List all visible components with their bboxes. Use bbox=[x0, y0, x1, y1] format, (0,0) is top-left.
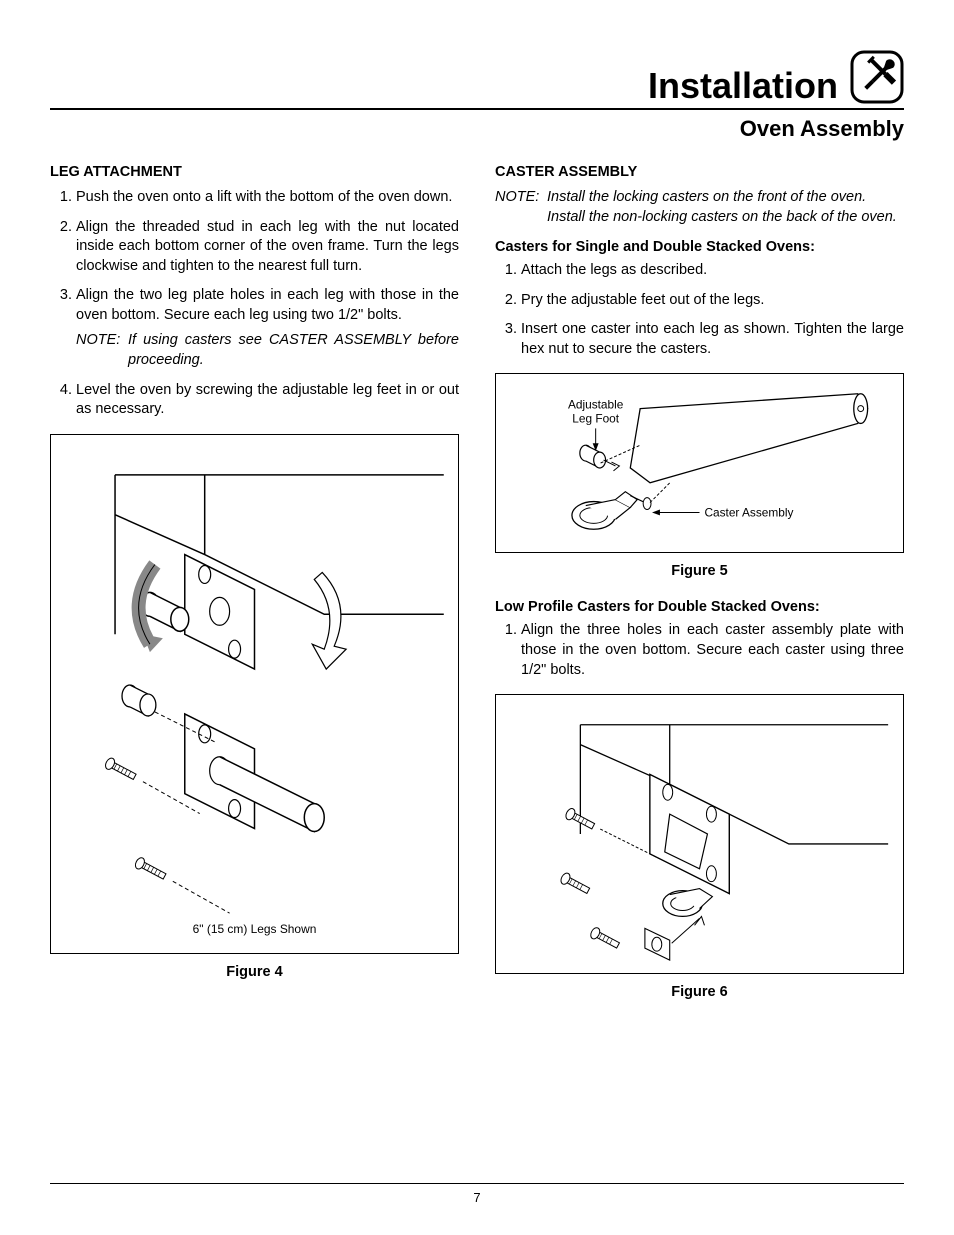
step-item: Push the oven onto a lift with the botto… bbox=[76, 188, 459, 208]
step-item: Align the threaded stud in each leg with… bbox=[76, 218, 459, 277]
low-profile-heading: Low Profile Casters for Double Stacked O… bbox=[495, 599, 904, 615]
fig4-legs-label: 6" (15 cm) Legs Shown bbox=[193, 922, 317, 936]
note-label: NOTE: bbox=[495, 188, 547, 227]
section-subtitle: Oven Assembly bbox=[50, 116, 904, 142]
two-column-layout: LEG ATTACHMENT Push the oven onto a lift… bbox=[50, 164, 904, 1000]
bolt-icon bbox=[104, 756, 138, 782]
leg-attachment-heading: LEG ATTACHMENT bbox=[50, 164, 459, 180]
fig5-caster-label: Caster Assembly bbox=[704, 506, 793, 520]
leg-attachment-steps: Push the oven onto a lift with the botto… bbox=[50, 188, 459, 420]
figure-5-box: Adjustable Leg Foot Caste bbox=[495, 373, 904, 553]
note-text: Install the locking casters on the front… bbox=[547, 188, 904, 227]
header-row: Installation bbox=[50, 50, 904, 110]
caster-note: NOTE: Install the locking casters on the… bbox=[495, 188, 904, 227]
casters-steps-2: Align the three holes in each caster ass… bbox=[495, 621, 904, 680]
figure-6-caption: Figure 6 bbox=[495, 984, 904, 1000]
fig5-adjustable-label-2: Leg Foot bbox=[572, 412, 620, 426]
figure-4-box: 6" (15 cm) Legs Shown bbox=[50, 434, 459, 954]
step-item: Insert one caster into each leg as shown… bbox=[521, 320, 904, 359]
step-item: Align the two leg plate holes in each le… bbox=[76, 286, 459, 370]
page-title: Installation bbox=[648, 68, 838, 104]
bolt-icon bbox=[134, 856, 168, 882]
fig5-adjustable-label: Adjustable bbox=[568, 398, 624, 412]
left-column: LEG ATTACHMENT Push the oven onto a lift… bbox=[50, 164, 459, 1000]
page-container: Installation Oven Assembly LEG ATTACHM bbox=[0, 0, 954, 1235]
step-item: Level the oven by screwing the adjustabl… bbox=[76, 381, 459, 420]
note-label: NOTE: bbox=[76, 331, 128, 370]
casters-single-double-heading: Casters for Single and Double Stacked Ov… bbox=[495, 239, 904, 255]
step-item: Attach the legs as described. bbox=[521, 261, 904, 281]
tools-icon bbox=[850, 50, 904, 104]
caster-assembly-heading: CASTER ASSEMBLY bbox=[495, 164, 904, 180]
step-item: Pry the adjustable feet out of the legs. bbox=[521, 291, 904, 311]
step-item: Align the three holes in each caster ass… bbox=[521, 621, 904, 680]
figure-6-box bbox=[495, 694, 904, 974]
note-text: If using casters see CASTER ASSEMBLY bef… bbox=[128, 331, 459, 370]
page-number: 7 bbox=[50, 1183, 904, 1205]
casters-steps-1: Attach the legs as described. Pry the ad… bbox=[495, 261, 904, 359]
right-column: CASTER ASSEMBLY NOTE: Install the lockin… bbox=[495, 164, 904, 1000]
figure-4-caption: Figure 4 bbox=[50, 964, 459, 980]
figure-5-caption: Figure 5 bbox=[495, 563, 904, 579]
inline-note: NOTE: If using casters see CASTER ASSEMB… bbox=[76, 331, 459, 370]
step-text: Align the two leg plate holes in each le… bbox=[76, 287, 459, 323]
